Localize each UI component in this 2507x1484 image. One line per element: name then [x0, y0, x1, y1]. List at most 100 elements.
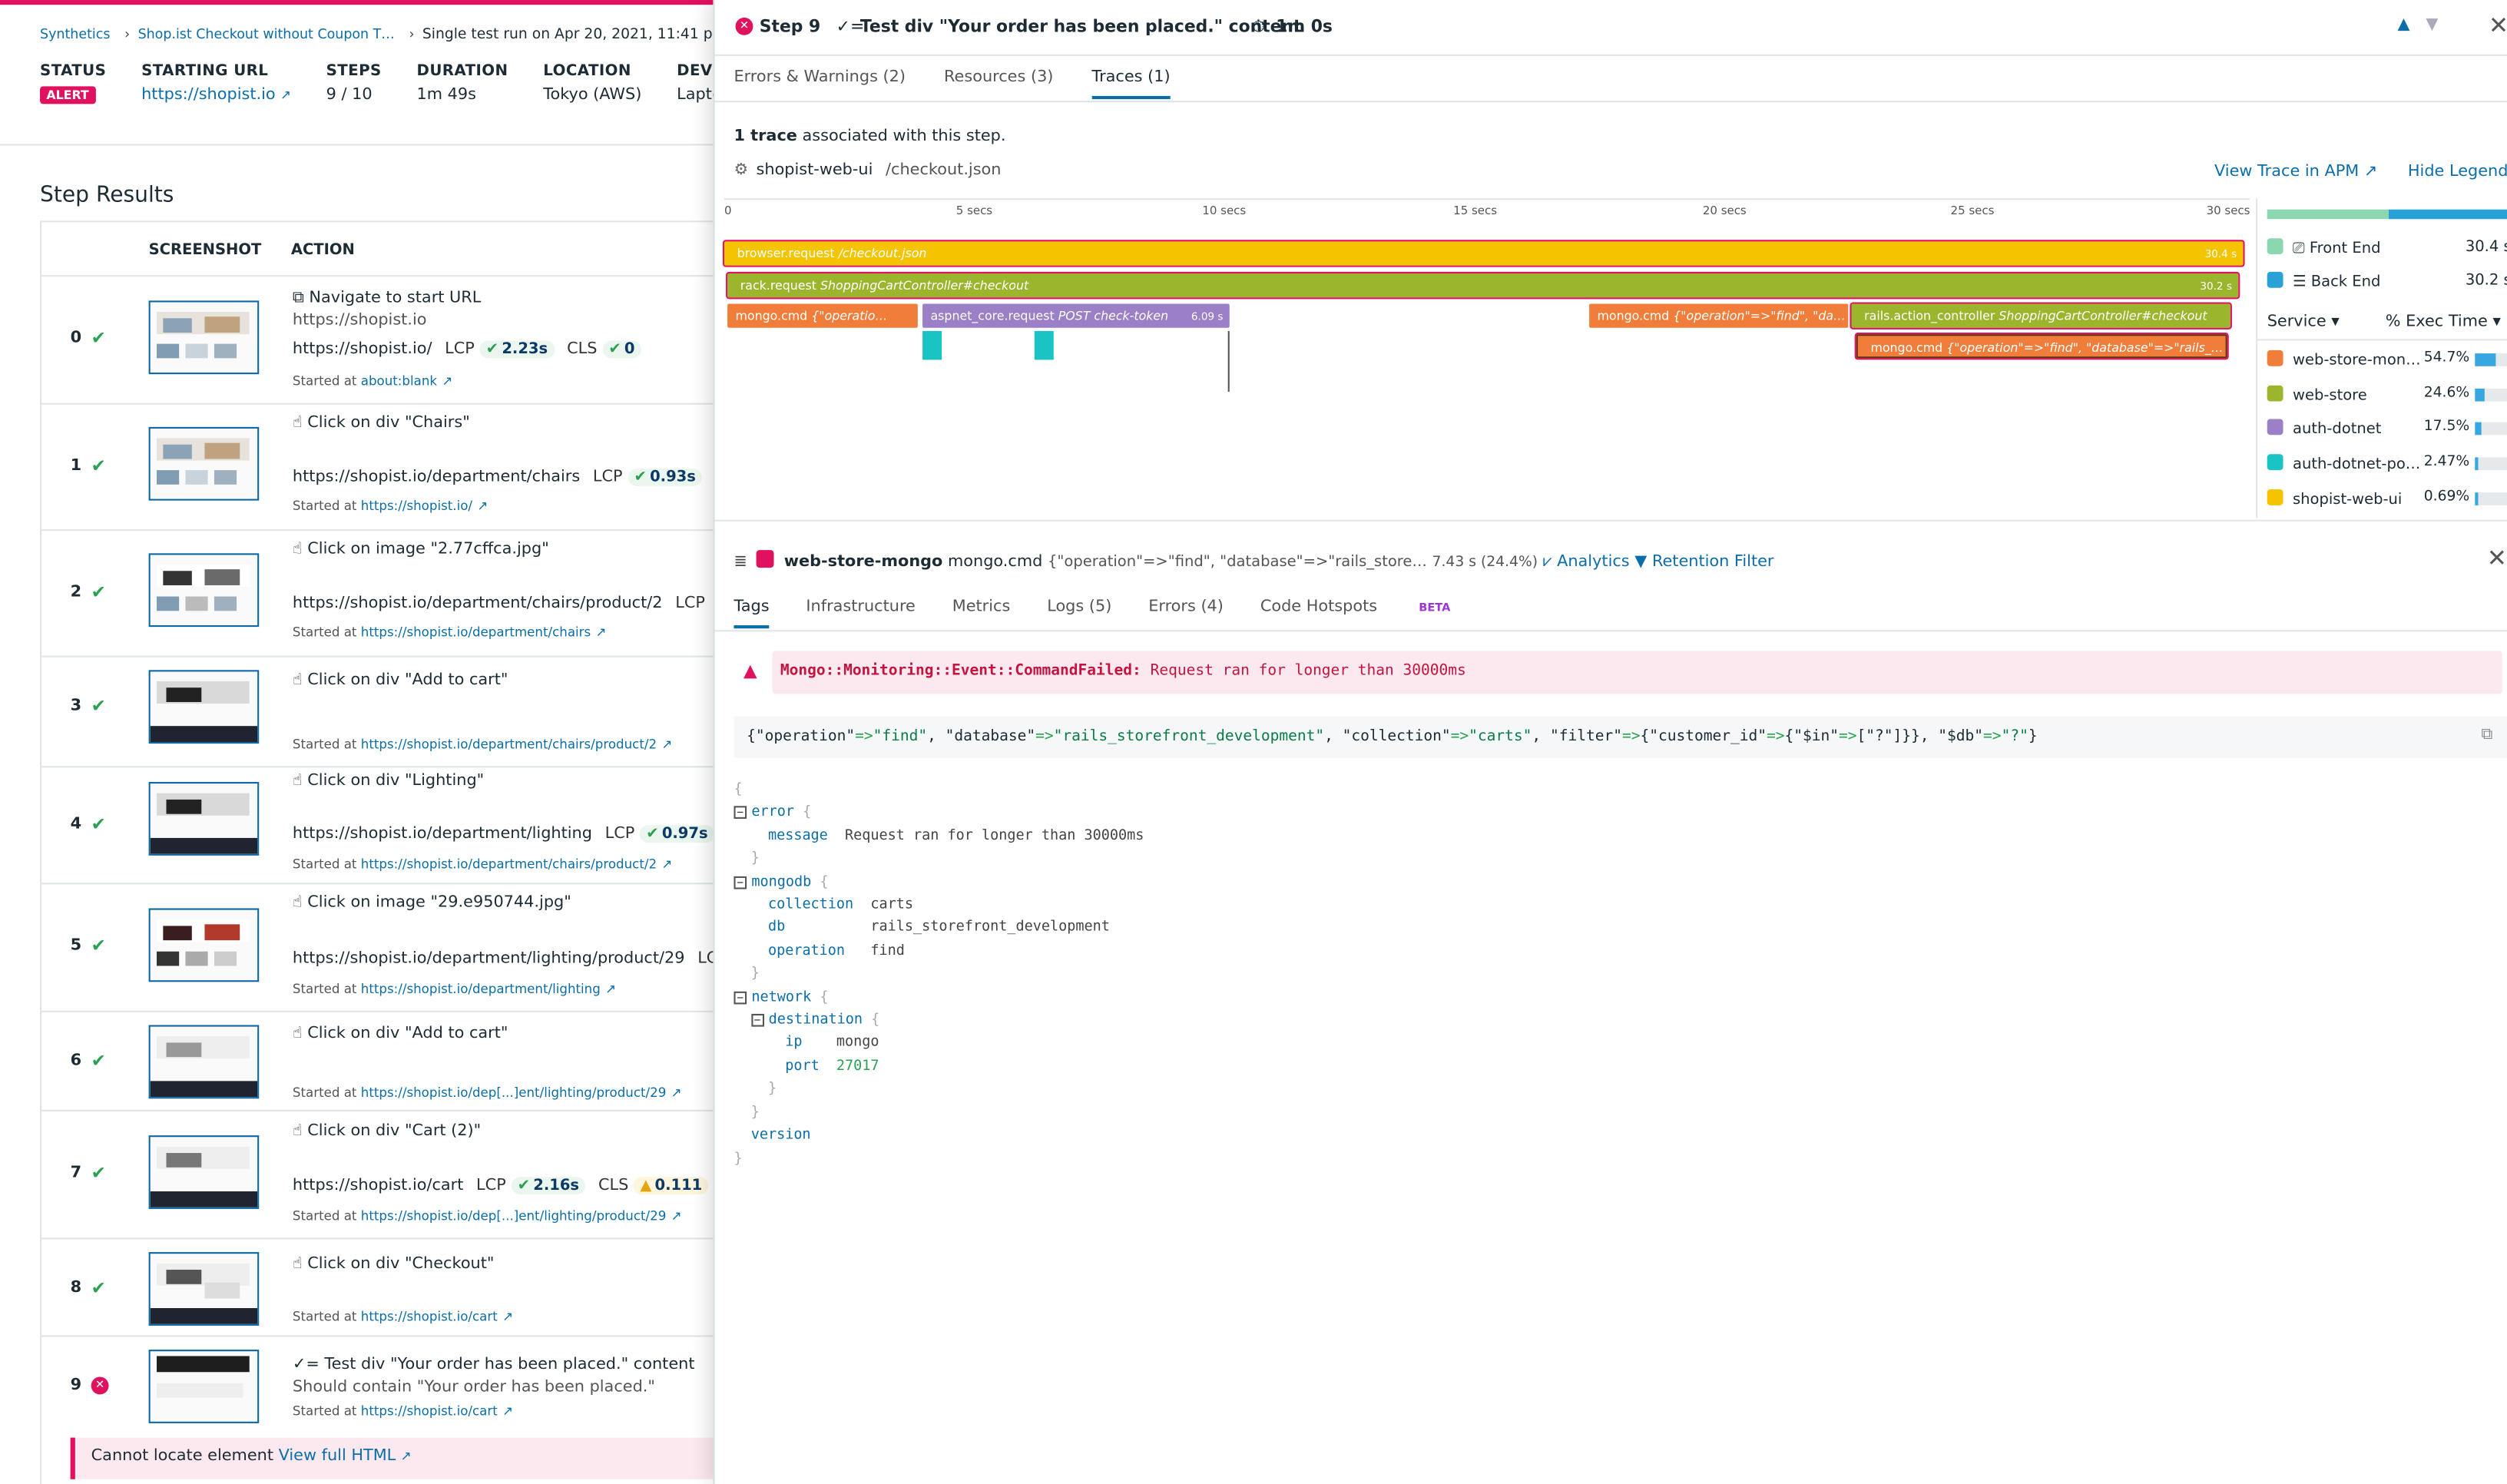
started-link[interactable]: https://shopist.io/department/chairs	[360, 625, 591, 640]
table-row[interactable]: 4 ✔ ☝ Click on div "Lighting" https://sho…	[41, 767, 715, 885]
table-row[interactable]: 6 ✔ ☝ Click on div "Add to cart" Started …	[41, 1012, 715, 1111]
collapse-icon[interactable]: −	[750, 1014, 764, 1027]
span-mongo-cmd[interactable]: mongo.cmd {"operatio…	[727, 303, 918, 328]
exec-time-column-dropdown[interactable]: % Exec Time ▾	[2385, 313, 2501, 331]
exec-time-bar	[2475, 353, 2507, 366]
retention-filter-link[interactable]: ▼ Retention Filter	[1634, 553, 1774, 571]
next-step-icon[interactable]: ▼	[2426, 15, 2439, 34]
external-link-icon: ↗	[442, 374, 453, 389]
span-rack-request[interactable]: rack.request ShoppingCartController#chec…	[726, 271, 2240, 300]
span-auth-dotnet-postgres[interactable]	[1034, 330, 1054, 360]
tab-tags[interactable]: Tags	[734, 598, 770, 629]
tab-metrics[interactable]: Metrics	[952, 598, 1011, 616]
table-row[interactable]: 2 ✔ ☝ Click on image "2.77cffca.jpg" http…	[41, 531, 715, 658]
started-link[interactable]: https://shopist.io/department/chairs/pro…	[360, 856, 657, 872]
started-link[interactable]: https://shopist.io/dep[...]ent/lighting/…	[360, 1208, 667, 1224]
tab-errors[interactable]: Errors (4)	[1148, 598, 1224, 616]
service-legend-row[interactable]: auth-dotnet 17.5%	[2267, 419, 2507, 438]
started-link[interactable]: https://shopist.io/cart	[360, 1310, 498, 1324]
lcp-label: LCP	[476, 1177, 506, 1195]
breadcrumb-test[interactable]: Shop.ist Checkout without Coupon T…	[137, 25, 395, 42]
service-legend-row[interactable]: shopist-web-ui 0.69%	[2267, 489, 2507, 508]
step-duration: 1m 0s	[1276, 17, 1333, 37]
warning-icon: ▲	[743, 660, 757, 681]
step-url: https://shopist.io/cart	[292, 1177, 464, 1195]
time-tick: 0	[724, 203, 732, 218]
started-link[interactable]: https://shopist.io/	[360, 499, 473, 514]
table-row[interactable]: 1 ✔ ☝ Click on div "Chairs" https://shopi…	[41, 405, 715, 532]
span-rails-action-controller[interactable]: rails.action_controller ShoppingCartCont…	[1850, 302, 2232, 330]
step-screenshot[interactable]	[148, 782, 260, 856]
collapse-icon[interactable]: −	[734, 807, 747, 820]
started-link[interactable]: about:blank	[360, 374, 438, 389]
starting-url-link[interactable]: https://shopist.io	[141, 86, 276, 104]
tab-errors-warnings[interactable]: Errors & Warnings (2)	[734, 68, 906, 87]
span-mongo-cmd-selected[interactable]: mongo.cmd {"operation"=>"find", "databas…	[1854, 333, 2229, 360]
check-circle-icon: ✔	[646, 825, 659, 843]
collapse-icon[interactable]: −	[734, 991, 747, 1004]
view-trace-in-apm-link[interactable]: View Trace in APM ↗	[2214, 163, 2378, 181]
table-row[interactable]: 5 ✔ ☝ Click on image "29.e950744.jpg" htt…	[41, 884, 715, 1012]
step-screenshot[interactable]	[148, 908, 260, 982]
exec-time-bar	[2475, 388, 2507, 402]
front-end-label: Front End	[2309, 240, 2381, 258]
service-exec-pct: 0.69%	[2423, 489, 2470, 505]
query-token: =>	[1450, 727, 1469, 746]
cls-badge: ✔ 0	[602, 340, 641, 359]
started-link[interactable]: https://shopist.io/dep[...]ent/lighting/…	[360, 1085, 667, 1101]
copy-icon[interactable]: ⧉	[2481, 726, 2493, 744]
device-value: Lapto	[677, 86, 714, 104]
close-span-icon[interactable]: ✕	[2486, 543, 2507, 573]
started-link[interactable]: https://shopist.io/department/lighting	[360, 982, 601, 997]
table-row[interactable]: 9 ✕ ✓= Test div "Your order has been plac…	[41, 1337, 714, 1436]
query-token: =>	[1766, 727, 1785, 746]
span-connector	[1227, 330, 1230, 393]
step-screenshot[interactable]	[148, 1350, 260, 1423]
started-label: Started at	[292, 737, 357, 752]
exec-time-fill	[2475, 353, 2496, 366]
service-name: shopist-web-ui	[756, 161, 873, 180]
analytics-link[interactable]: ⩗ Analytics	[1542, 553, 1630, 571]
click-icon: ☝	[292, 1122, 308, 1141]
tab-resources[interactable]: Resources (3)	[944, 68, 1054, 87]
previous-step-icon[interactable]: ▲	[2397, 15, 2410, 34]
table-row[interactable]: 0 ✔ ⧉ Navigate to start URL https://shopi…	[41, 277, 715, 405]
span-aspnet-request[interactable]: aspnet_core.request POST check-token 6.09…	[922, 303, 1230, 328]
step-screenshot[interactable]	[148, 1135, 260, 1209]
table-row[interactable]: 8 ✔ ☝ Click on div "Checkout" Started at …	[41, 1239, 715, 1337]
warning-icon: ▲	[640, 1177, 652, 1195]
step-results-table: SCREENSHOT ACTION 0 ✔ ⧉ Navigate to start…	[40, 220, 715, 1484]
started-link[interactable]: https://shopist.io/cart	[360, 1403, 498, 1419]
service-column-dropdown[interactable]: Service ▾	[2267, 313, 2340, 331]
step-screenshot[interactable]	[148, 553, 260, 628]
table-row[interactable]: 3 ✔ ☝ Click on div "Add to cart" Started …	[41, 658, 715, 768]
service-legend-row[interactable]: web-store-mon… 54.7%	[2267, 349, 2507, 369]
step-screenshot[interactable]	[148, 1252, 260, 1326]
collapse-icon[interactable]: −	[734, 876, 747, 889]
step-url: https://shopist.io/department/lighting	[292, 825, 592, 843]
span-auth-dotnet-postgres[interactable]	[922, 330, 942, 360]
tab-traces[interactable]: Traces (1)	[1091, 69, 1171, 100]
table-row[interactable]: 7 ✔ ☝ Click on div "Cart (2)" https://sho…	[41, 1111, 715, 1240]
step-screenshot[interactable]	[148, 426, 260, 501]
service-legend-row[interactable]: web-store 24.6%	[2267, 385, 2507, 405]
close-icon[interactable]: ✕	[2488, 11, 2507, 41]
view-full-html-link[interactable]: View full HTML	[278, 1447, 396, 1466]
check-circle-icon: ✔	[517, 1177, 531, 1195]
divider	[714, 519, 2507, 522]
tab-infrastructure[interactable]: Infrastructure	[806, 598, 916, 616]
span-mongo-cmd[interactable]: mongo.cmd {"operation"=>"find", "da…	[1589, 303, 1849, 328]
service-color-swatch	[2267, 419, 2283, 436]
breadcrumb-synthetics[interactable]: Synthetics	[40, 25, 111, 42]
service-legend-row[interactable]: auth-dotnet-po… 2.47%	[2267, 454, 2507, 473]
hide-legend-button[interactable]: Hide Legend	[2407, 163, 2507, 181]
step-screenshot[interactable]	[148, 1025, 260, 1099]
step-screenshot[interactable]	[148, 300, 260, 375]
tab-code-hotspots[interactable]: Code Hotspots BETA	[1260, 598, 1487, 629]
step-screenshot[interactable]	[148, 670, 260, 744]
service-color-swatch	[2267, 489, 2283, 505]
started-link[interactable]: https://shopist.io/department/chairs/pro…	[360, 737, 657, 752]
tab-logs[interactable]: Logs (5)	[1047, 598, 1112, 616]
span-browser-request[interactable]: browser.request /checkout.json 30.4 s	[722, 240, 2245, 267]
query-token: =>	[1035, 727, 1054, 746]
